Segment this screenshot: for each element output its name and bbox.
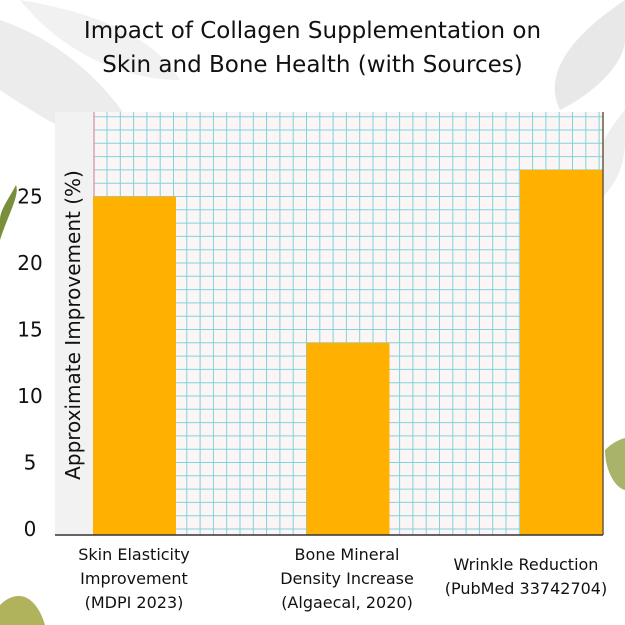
y-axis-label: Approximate Improvement (%) <box>61 170 85 480</box>
grey-leaf-top-right <box>554 0 625 110</box>
green-leaf-left <box>0 185 17 240</box>
bar-2 <box>306 342 390 535</box>
bar-1 <box>93 196 176 535</box>
green-leaf-right <box>605 438 625 490</box>
y-tick-label: 20 <box>17 251 42 275</box>
category-label: Wrinkle Reduction <box>454 555 599 574</box>
chart-title: Impact of Collagen Supplementation on Sk… <box>0 14 625 82</box>
category-label: (MDPI 2023) <box>85 593 184 612</box>
category-label: (Algaecal, 2020) <box>281 593 413 612</box>
grey-leaf-top-left-2 <box>20 0 180 80</box>
y-tick-label: 15 <box>17 318 42 342</box>
y-label-panel <box>55 112 93 535</box>
bar-3 <box>520 169 603 535</box>
y-tick-label: 5 <box>24 451 37 475</box>
y-tick-label: 25 <box>17 185 42 209</box>
y-tick-label: 0 <box>24 517 37 541</box>
chart-title-line-2: Skin and Bone Health (with Sources) <box>102 52 523 78</box>
bars <box>93 169 603 535</box>
category-label: Improvement <box>80 569 188 588</box>
category-label: Skin Elasticity <box>78 545 190 564</box>
y-tick-label: 10 <box>17 384 42 408</box>
chart-title-line-1: Impact of Collagen Supplementation on <box>83 18 542 44</box>
category-labels: Skin Elasticity Improvement (MDPI 2023) Bon… <box>78 545 607 612</box>
y-tick-labels: 0 5 10 15 20 25 <box>17 185 42 542</box>
category-label: (PubMed 33742704) <box>445 579 607 598</box>
category-label: Bone Mineral <box>295 545 400 564</box>
category-label: Density Increase <box>280 569 414 588</box>
green-leaf-bottom-left <box>0 596 45 625</box>
